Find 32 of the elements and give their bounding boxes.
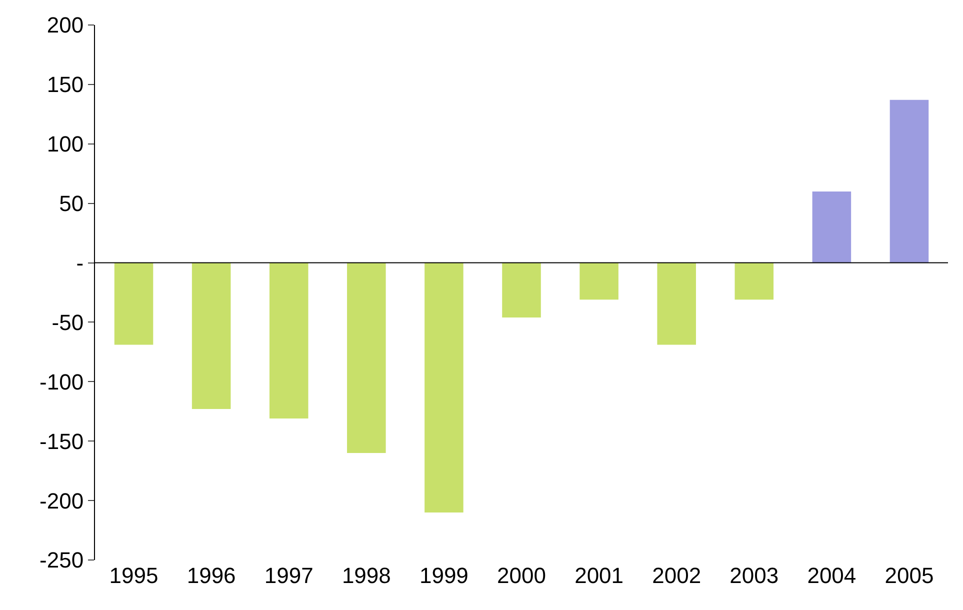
x-tick-label: 1998 <box>342 563 391 588</box>
y-tick-label: -200 <box>40 488 84 514</box>
x-tick-label: 1996 <box>186 563 236 588</box>
y-tick-label: 100 <box>46 132 84 157</box>
x-tick-label: 2003 <box>730 563 779 588</box>
x-tick-label: 2005 <box>884 563 934 588</box>
bar <box>114 262 154 345</box>
x-tick-label: 2002 <box>652 563 702 588</box>
bar <box>347 262 386 453</box>
y-tick-label: -100 <box>40 369 84 394</box>
y-tick-label: -50 <box>52 310 84 335</box>
y-tick-label: 200 <box>46 12 84 38</box>
y-tick-label: - <box>76 250 84 276</box>
bar <box>269 262 308 419</box>
y-tick-label: -250 <box>40 548 84 573</box>
y-tick-label: -150 <box>40 428 84 454</box>
x-tick-label: 2001 <box>574 563 624 588</box>
bar <box>890 100 929 263</box>
x-tick-label: 1995 <box>109 563 158 588</box>
bar <box>657 262 696 345</box>
x-tick-label: 1997 <box>264 563 314 588</box>
y-tick-label: 150 <box>46 72 84 98</box>
bar <box>734 262 774 300</box>
bar <box>580 262 618 300</box>
bar <box>502 262 541 318</box>
bar <box>812 191 852 263</box>
x-tick-label: 1999 <box>419 563 468 588</box>
bar <box>424 262 464 512</box>
y-tick-label: 50 <box>59 191 84 216</box>
x-tick-label: 2004 <box>807 563 856 588</box>
x-tick-label: 2000 <box>497 563 546 588</box>
bar <box>192 262 231 410</box>
